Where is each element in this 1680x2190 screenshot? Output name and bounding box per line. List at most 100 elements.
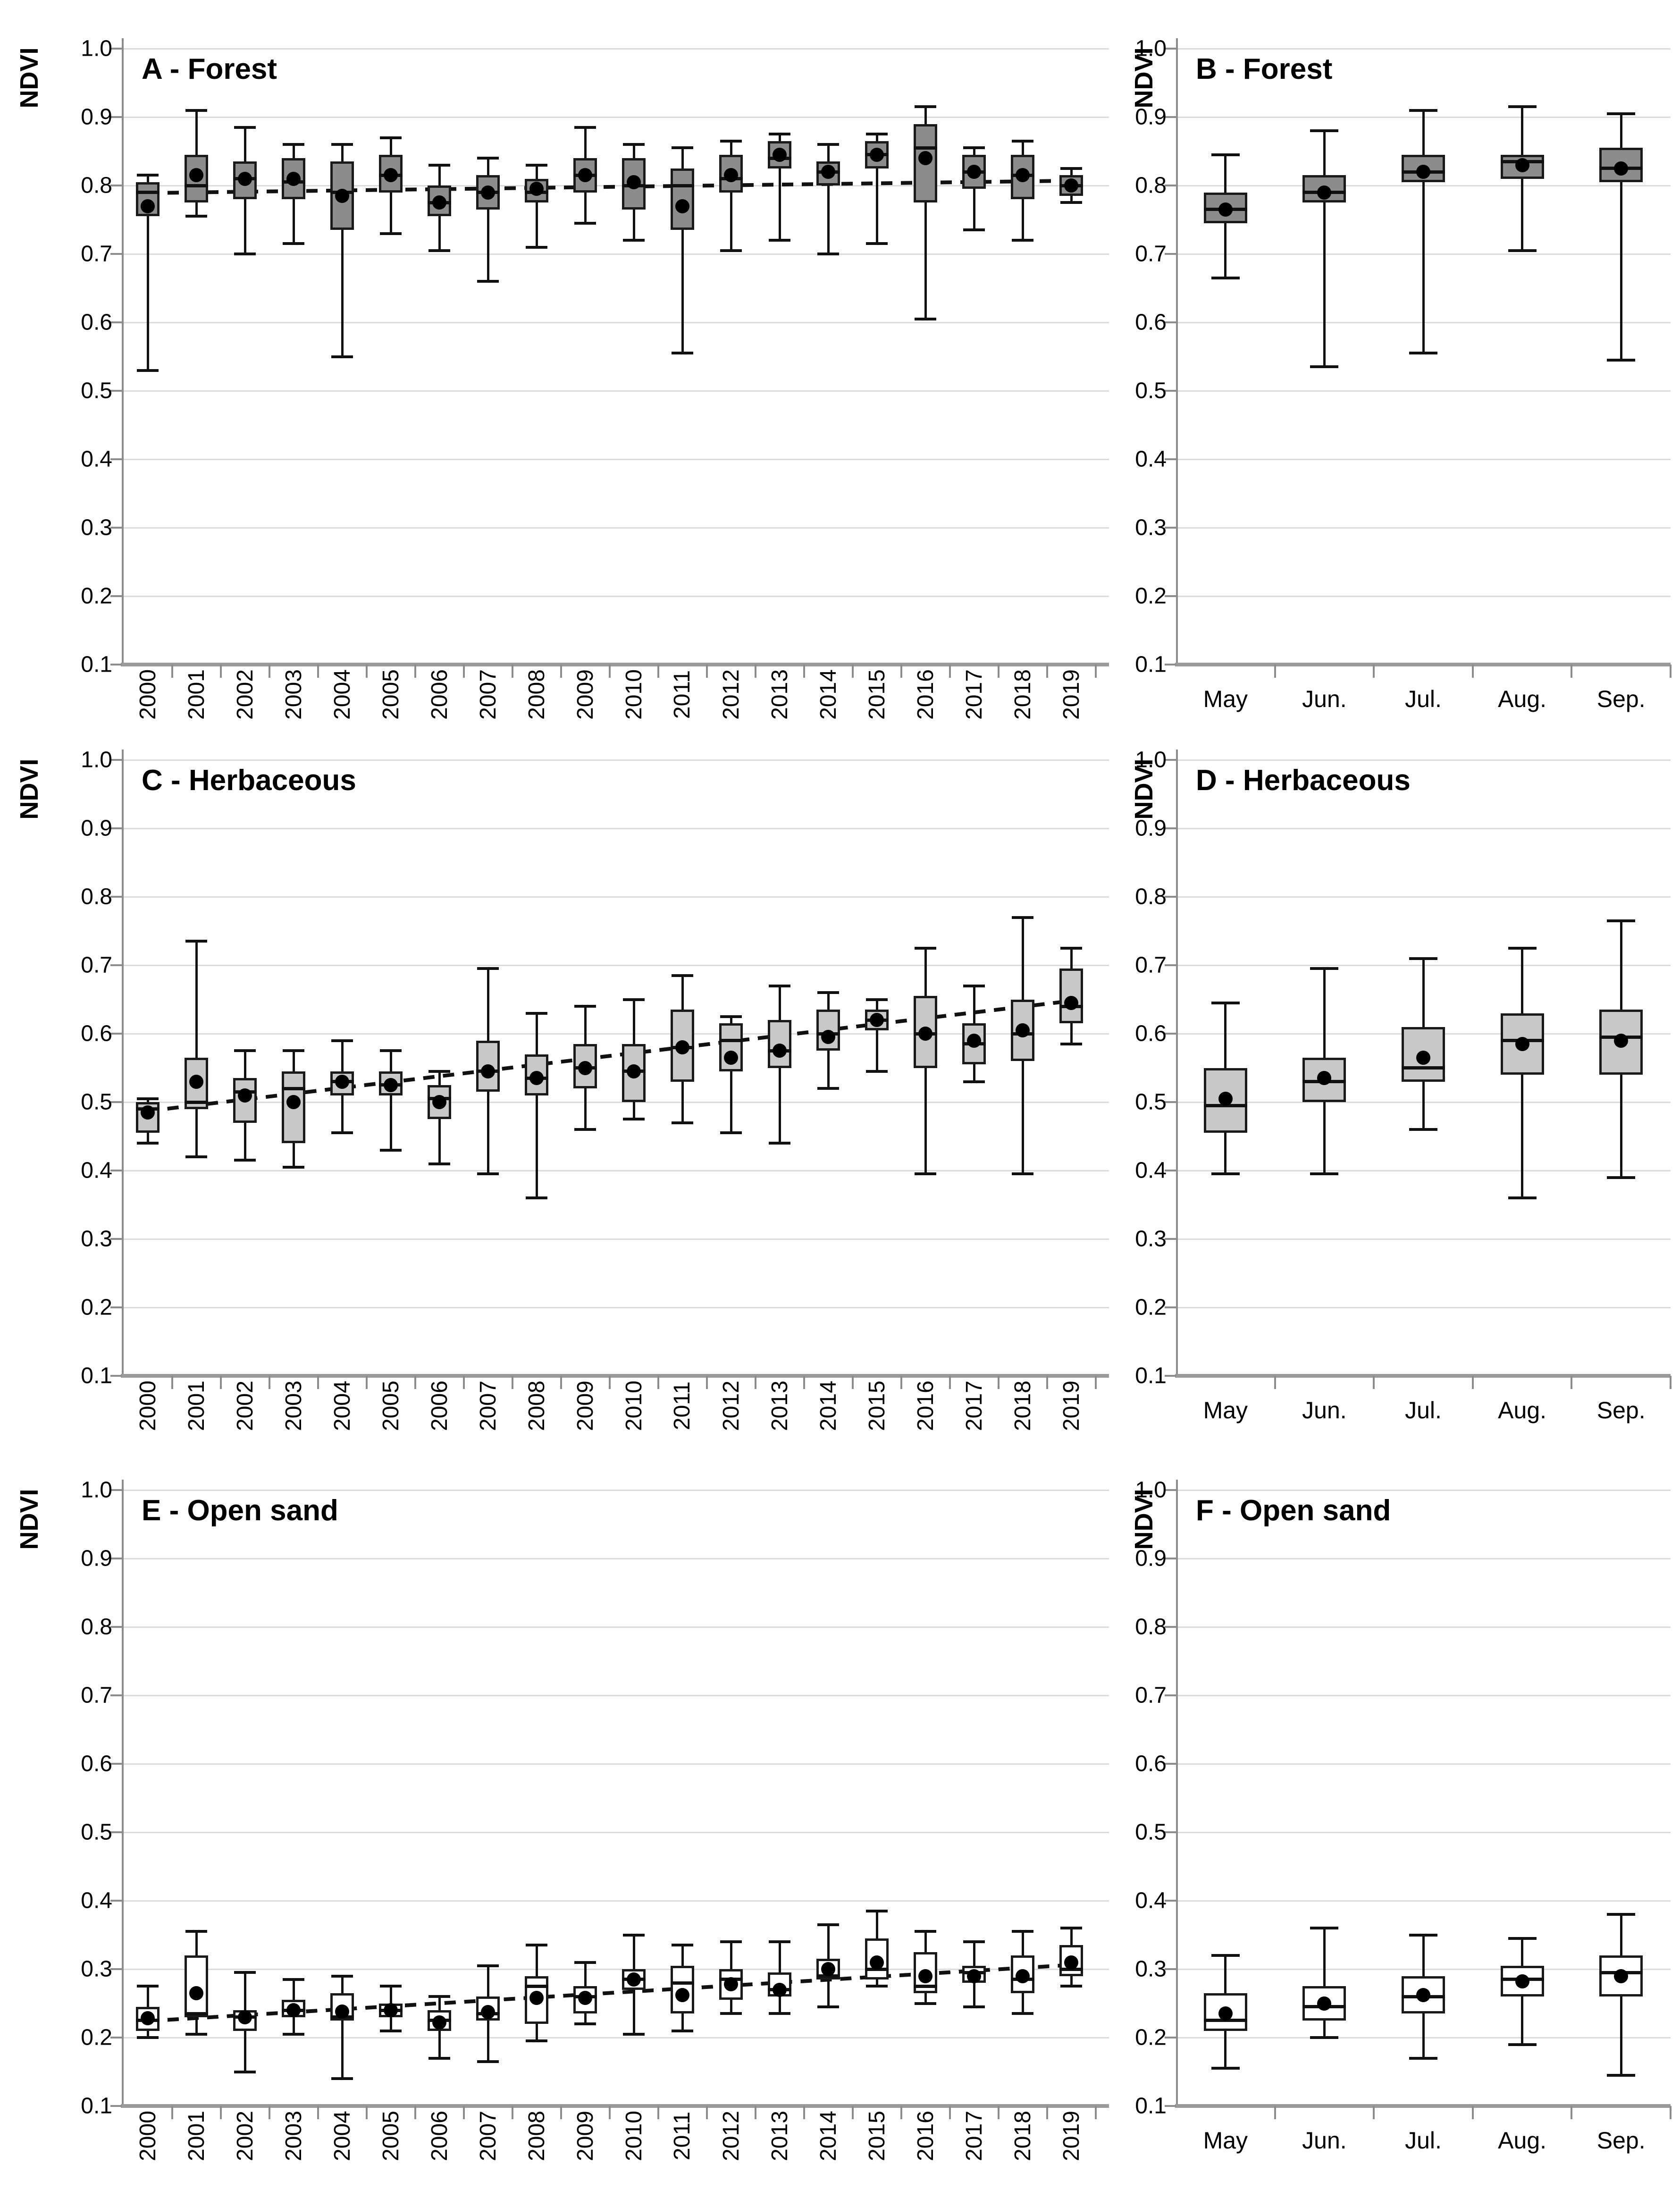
upper-whisker-cap bbox=[234, 126, 256, 129]
lower-whisker-cap bbox=[1211, 1172, 1240, 1176]
upper-whisker-cap bbox=[1607, 112, 1636, 115]
y-tick-0.5 bbox=[110, 1101, 122, 1103]
y-axis-line bbox=[122, 750, 124, 1378]
upper-whisker-cap bbox=[331, 1039, 353, 1042]
upper-whisker-cap bbox=[331, 143, 353, 146]
mean-dot bbox=[1416, 1050, 1430, 1065]
lower-whisker bbox=[389, 2017, 392, 2031]
mean-dot bbox=[335, 2004, 349, 2019]
x-label-Jul.: Jul. bbox=[1405, 686, 1442, 712]
upper-whisker-cap bbox=[1211, 1001, 1240, 1004]
upper-whisker-cap bbox=[769, 984, 790, 987]
y-tick-0.8 bbox=[110, 185, 122, 186]
y-tick-label-0.3: 0.3 bbox=[1135, 1226, 1167, 1252]
x-label-Jul.: Jul. bbox=[1405, 1397, 1442, 1424]
upper-whisker bbox=[681, 148, 684, 168]
y-tick-label-0.6: 0.6 bbox=[1135, 310, 1167, 335]
upper-whisker-cap bbox=[672, 1944, 693, 1947]
gridline-1.0 bbox=[122, 759, 1109, 761]
upper-whisker bbox=[584, 1962, 587, 1987]
lower-whisker-cap bbox=[137, 1142, 159, 1145]
upper-whisker bbox=[1521, 1938, 1524, 1966]
y-tick-0.5 bbox=[110, 390, 122, 392]
gridline-0.5 bbox=[1176, 390, 1671, 392]
y-tick-label-0.1: 0.1 bbox=[1135, 652, 1167, 677]
upper-whisker bbox=[244, 1051, 246, 1078]
x-tick bbox=[1094, 665, 1097, 678]
median-line bbox=[525, 1984, 548, 1988]
upper-whisker-cap bbox=[1508, 1937, 1537, 1940]
mean-dot bbox=[335, 1074, 349, 1089]
y-tick-label-0.7: 0.7 bbox=[81, 241, 112, 267]
lower-whisker bbox=[1620, 182, 1622, 360]
gridline-0.8 bbox=[1176, 1626, 1671, 1628]
mean-dot bbox=[1515, 1036, 1529, 1051]
upper-whisker-cap bbox=[817, 991, 839, 994]
x-tick bbox=[219, 665, 222, 678]
y-tick-label-0.9: 0.9 bbox=[1135, 1546, 1167, 1571]
y-tick-label-0.1: 0.1 bbox=[81, 1363, 112, 1389]
x-tick bbox=[1571, 665, 1573, 678]
x-tick bbox=[1471, 1376, 1474, 1389]
upper-whisker-cap bbox=[574, 1961, 596, 1964]
upper-whisker bbox=[1070, 948, 1073, 969]
lower-whisker bbox=[730, 192, 732, 251]
x-tick bbox=[462, 2106, 465, 2119]
upper-whisker bbox=[1323, 969, 1326, 1058]
lower-whisker-cap bbox=[283, 1165, 304, 1169]
y-tick-0.1 bbox=[110, 664, 122, 665]
upper-whisker-cap bbox=[283, 1978, 304, 1981]
mean-dot bbox=[1515, 1974, 1529, 1989]
mean-dot bbox=[918, 1027, 932, 1041]
upper-whisker bbox=[1021, 1931, 1024, 1955]
mean-dot bbox=[1614, 1033, 1629, 1048]
y-tick-label-0.2: 0.2 bbox=[1135, 583, 1167, 609]
upper-whisker-cap bbox=[1211, 1954, 1240, 1957]
y-tick-0.7 bbox=[110, 1694, 122, 1696]
y-tick-0.6 bbox=[1165, 1033, 1176, 1035]
lower-whisker-cap bbox=[672, 2029, 693, 2032]
upper-whisker-cap bbox=[623, 998, 645, 1001]
x-tick bbox=[414, 1376, 416, 1389]
upper-whisker bbox=[730, 141, 732, 155]
y-tick-0.3 bbox=[1165, 1968, 1176, 1970]
y-tick-0.4 bbox=[1165, 458, 1176, 460]
x-label-Sep.: Sep. bbox=[1596, 2127, 1646, 2154]
x-tick bbox=[657, 665, 659, 678]
box-2008 bbox=[525, 1054, 548, 1095]
lower-whisker-cap bbox=[915, 317, 936, 320]
upper-whisker-cap bbox=[137, 1985, 159, 1988]
upper-whisker bbox=[1323, 1928, 1326, 1987]
upper-whisker-cap bbox=[915, 1930, 936, 1933]
x-tick bbox=[1373, 2106, 1375, 2119]
y-tick-label-0.7: 0.7 bbox=[81, 952, 112, 978]
x-tick bbox=[949, 665, 951, 678]
mean-dot bbox=[967, 1033, 981, 1048]
upper-whisker bbox=[438, 1996, 441, 2010]
upper-whisker-cap bbox=[283, 143, 304, 146]
lower-whisker-cap bbox=[331, 1131, 353, 1135]
x-tick bbox=[1571, 1376, 1573, 1389]
y-tick-0.7 bbox=[1165, 253, 1176, 255]
mean-dot bbox=[578, 168, 592, 183]
lower-whisker bbox=[389, 1095, 392, 1150]
mean-dot bbox=[1416, 165, 1430, 179]
upper-whisker bbox=[1620, 1914, 1622, 1955]
gridline-0.4 bbox=[1176, 1900, 1671, 1902]
lower-whisker bbox=[827, 1051, 830, 1088]
lower-whisker-cap bbox=[672, 352, 693, 355]
x-tick bbox=[1094, 1376, 1097, 1389]
upper-whisker-cap bbox=[185, 109, 207, 112]
mean-dot bbox=[675, 199, 689, 213]
box-Jun. bbox=[1302, 1986, 1346, 2021]
upper-whisker bbox=[827, 1924, 830, 1959]
lower-whisker bbox=[341, 1095, 344, 1133]
upper-whisker-cap bbox=[1211, 153, 1240, 156]
mean-dot bbox=[1218, 1091, 1233, 1106]
x-tick bbox=[803, 1376, 805, 1389]
upper-whisker-cap bbox=[1012, 916, 1033, 919]
upper-whisker-cap bbox=[866, 998, 888, 1001]
y-tick-label-0.5: 0.5 bbox=[1135, 1089, 1167, 1115]
gridline-0.5 bbox=[1176, 1832, 1671, 1833]
